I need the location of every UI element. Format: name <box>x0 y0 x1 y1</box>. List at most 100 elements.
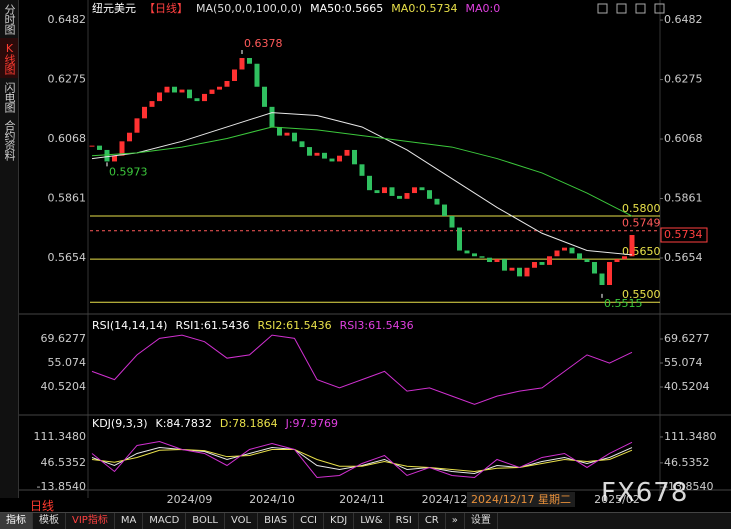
header-item: RSI1:61.5436 <box>175 319 249 332</box>
candle <box>187 89 192 99</box>
x-tick-label: 2024/11 <box>339 493 385 506</box>
candle <box>367 175 372 191</box>
y-tick-label: 69.6277 <box>41 332 87 345</box>
y-tick-label-right: 0.6068 <box>664 132 703 145</box>
candle <box>337 155 342 162</box>
toolbar: 指标 模板 VIP指标 MA MACD BOLL VOL BIAS CCI KDJ LW& RSI CR… <box>0 512 731 529</box>
toolbar-tab[interactable]: BOLL <box>186 513 225 529</box>
level-label: 0.5500 <box>622 288 661 301</box>
candle <box>359 164 365 176</box>
candle <box>584 259 590 263</box>
toolbar-tab[interactable]: RSI <box>390 513 419 529</box>
candle <box>164 86 170 93</box>
y-tick-label: 40.5204 <box>41 380 87 393</box>
sidebar-tab[interactable]: 合约资料 <box>3 120 16 160</box>
candle <box>262 86 267 107</box>
candle <box>607 262 612 286</box>
toolbar-tab[interactable]: VIP指标 <box>66 513 115 529</box>
icon[interactable] <box>616 3 627 14</box>
icon[interactable] <box>635 3 646 14</box>
toolbar-tab[interactable]: 模板 <box>33 513 66 529</box>
last-price-label: 0.5734 <box>664 228 703 241</box>
candle <box>284 132 290 136</box>
candle <box>89 145 95 147</box>
y-tick-label: -13.8540 <box>37 480 86 493</box>
candle <box>344 149 350 156</box>
candle <box>404 193 410 199</box>
toolbar-tab[interactable]: CCI <box>294 513 325 529</box>
candle <box>329 158 335 162</box>
toolbar-tab[interactable]: MACD <box>143 513 187 529</box>
toolbar-tab[interactable]: 设置 <box>465 513 498 529</box>
header-item: K:84.7832 <box>156 417 212 430</box>
chart-title: 纽元美元 <box>92 1 136 15</box>
candle <box>562 247 567 251</box>
toolbar-tab[interactable]: CR <box>419 513 446 529</box>
sidebar-tab[interactable]: 分时图 <box>3 4 16 34</box>
header-item: MA0:0 <box>466 2 501 15</box>
toolbar-tab[interactable]: » <box>446 513 465 529</box>
y-tick-label: 46.5352 <box>41 456 87 469</box>
x-tick-label: 2024/12 <box>422 493 468 506</box>
y-tick-label-right: 55.074 <box>664 356 703 369</box>
candle <box>277 126 282 136</box>
candle <box>539 262 545 265</box>
toolbar-tab[interactable]: VOL <box>225 513 259 529</box>
candle <box>442 204 447 217</box>
toolbar-tab[interactable]: LW& <box>354 513 390 529</box>
x-tick-label: 2024/10 <box>249 493 295 506</box>
candle <box>554 250 560 257</box>
window-icons[interactable] <box>597 3 665 14</box>
header-item: MA0:0.5734 <box>391 2 457 15</box>
candle <box>292 132 297 142</box>
toolbar-tab[interactable]: BIAS <box>258 513 295 529</box>
candle <box>194 98 200 102</box>
extreme-label: 0.5973 <box>109 165 148 178</box>
candle <box>352 149 357 165</box>
y-tick-label-right: 111.3480 <box>664 430 717 443</box>
candle <box>97 145 102 150</box>
icon[interactable] <box>597 3 608 14</box>
candle <box>577 253 582 260</box>
chart-title: RSI(14,14,14) <box>92 319 167 332</box>
sidebar-tab[interactable]: K线图 <box>0 38 18 78</box>
candle <box>157 92 162 102</box>
indicator-line <box>91 334 633 405</box>
candle <box>464 250 470 254</box>
candle <box>524 267 530 277</box>
header-item: MA(50,0,0,100,0,0) <box>196 2 302 15</box>
candle <box>569 247 575 254</box>
candle <box>232 69 237 81</box>
candle <box>389 187 395 196</box>
candle <box>629 235 635 257</box>
indicator-line <box>91 112 633 256</box>
y-tick-label-right: 40.5204 <box>664 380 710 393</box>
candle <box>412 187 417 194</box>
header-item: RSI3:61.5436 <box>340 319 414 332</box>
candle <box>434 198 440 205</box>
candle <box>427 190 432 199</box>
candle <box>599 273 605 286</box>
crosshair-date: 2024/12/17 星期二 <box>467 492 575 507</box>
candle <box>487 257 492 263</box>
candle <box>307 147 312 156</box>
candle <box>142 106 147 119</box>
candle <box>254 63 260 87</box>
header-item: MA50:0.5665 <box>310 2 383 15</box>
candle <box>419 187 425 191</box>
period-label[interactable]: 日线 <box>30 499 55 513</box>
candle <box>532 262 537 268</box>
toolbar-tab[interactable]: MA <box>115 513 144 529</box>
watermark: FX678 <box>601 478 689 508</box>
sidebar-tab[interactable]: 闪电图 <box>3 82 16 112</box>
toolbar-tab[interactable]: KDJ <box>324 513 355 529</box>
candle <box>202 93 207 102</box>
toolbar-tab[interactable]: 指标 <box>0 513 33 529</box>
y-tick-label: 0.5654 <box>48 251 87 264</box>
icon[interactable] <box>654 3 665 14</box>
indicator-line <box>91 440 633 479</box>
candle <box>239 57 245 70</box>
candle <box>322 152 327 159</box>
